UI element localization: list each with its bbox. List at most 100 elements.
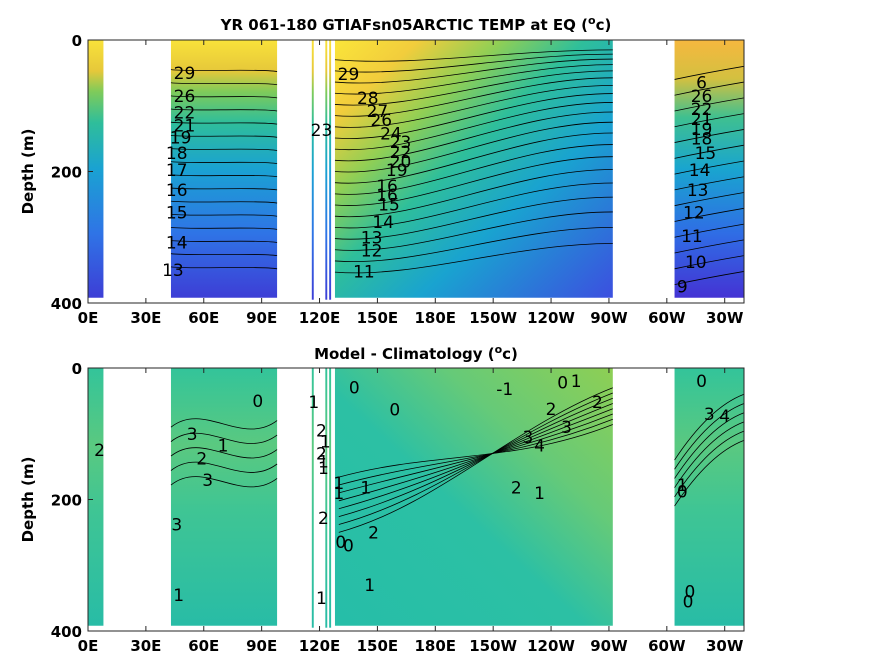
contour-label: 13 [687, 181, 709, 201]
chart-title: YR 061-180 GTIAFsn05ARCTIC TEMP at EQ (o… [220, 14, 612, 34]
x-tick-label: 30E [130, 637, 161, 655]
x-tick-label: 90E [246, 637, 277, 655]
x-tick-label: 30E [130, 309, 161, 327]
x-tick-label: 120W [527, 637, 575, 655]
contour-label: 24 [380, 124, 402, 144]
contour-label: 26 [370, 111, 392, 131]
contour-label: 15 [695, 144, 717, 164]
contour-label: 6 [696, 74, 707, 94]
contour-label: 14 [689, 161, 711, 181]
title-unit: c) [596, 16, 612, 34]
contour-label: 1 [318, 452, 329, 472]
contour-label: 2 [318, 509, 329, 529]
contour-label: 1 [308, 393, 319, 413]
contour-label: 1 [333, 484, 344, 504]
contour-label: 2 [592, 393, 603, 413]
contour-label: 19 [170, 128, 192, 148]
contour-label: 0 [557, 373, 568, 393]
contour-label: 0 [677, 483, 688, 503]
contour-label: 28 [357, 89, 379, 109]
x-tick-label: 60W [648, 637, 686, 655]
x-tick-label: 150E [357, 637, 399, 655]
contour-label: 0 [389, 400, 400, 420]
x-tick-label: 180E [415, 309, 457, 327]
contour-label: 29 [174, 64, 196, 84]
contour-label: 26 [691, 87, 713, 107]
contour-label: 18 [166, 144, 188, 164]
x-tick-label: 180E [415, 637, 457, 655]
title-main: Model - Climatology ( [314, 345, 495, 363]
contour-label: 0 [349, 379, 360, 399]
x-tick-label: 60E [188, 637, 219, 655]
contour-label: 2 [316, 444, 327, 464]
contour-label: 3 [522, 428, 533, 448]
contour-label: 1 [571, 372, 582, 392]
data-region [311, 40, 314, 300]
x-tick-label: 90W [590, 309, 628, 327]
contour-label: 2 [94, 441, 105, 461]
contour-label: 14 [166, 234, 188, 254]
contour-label: 4 [534, 437, 545, 457]
contour-label: 1 [218, 437, 229, 457]
temperature-panel: 0E 30E 60E 90E 120E 150E 180E 150W 120W 90W 60W 30W… [19, 14, 745, 327]
contour-label: 21 [174, 116, 196, 136]
contour-label: 1 [364, 576, 375, 596]
contour-label: 15 [378, 195, 400, 215]
x-tick-label: 30W [706, 637, 744, 655]
x-tick-label: 120W [527, 309, 575, 327]
contour-label: 2 [316, 421, 327, 441]
contour-label: 2 [546, 400, 557, 420]
contour-lines [170, 49, 745, 285]
contour-label: 0 [252, 392, 263, 412]
contour-label: 11 [353, 262, 375, 282]
contour-label: 19 [386, 161, 408, 181]
contour-label: 10 [685, 253, 707, 273]
contour-label: 22 [390, 143, 412, 163]
title-unit: c) [502, 345, 518, 363]
y-tick-label: 200 [51, 492, 82, 510]
contour-label: 23 [311, 121, 333, 141]
data-region [334, 368, 613, 626]
contour-label: 16 [376, 177, 398, 197]
contour-label: 16 [376, 186, 398, 206]
x-tick-label: 90E [246, 309, 277, 327]
title-main: YR 061-180 GTIAFsn05ARCTIC TEMP at EQ ( [220, 16, 588, 34]
contour-label: 1 [677, 476, 688, 496]
data-region [325, 368, 328, 628]
data-region [311, 368, 314, 628]
data-region [170, 368, 278, 626]
contour-label: 14 [372, 213, 394, 233]
contour-label: 1 [534, 484, 545, 504]
contour-label: 1 [318, 459, 329, 479]
contour-label: 2 [368, 523, 379, 543]
contour-label: 3 [202, 471, 213, 491]
chart-title: Model - Climatology (oc) [314, 343, 518, 363]
contour-lines [170, 387, 745, 533]
contour-label: 1 [360, 479, 371, 499]
contour-label: 13 [162, 261, 184, 281]
contour-label: 0 [343, 537, 354, 557]
data-region [325, 40, 328, 300]
data-region [674, 40, 744, 298]
x-tick-label: 150W [469, 637, 517, 655]
contour-label: 23 [390, 133, 412, 153]
y-tick-label: 400 [51, 623, 82, 641]
x-tick-label: 90W [590, 637, 628, 655]
x-tick-label: 120E [299, 637, 341, 655]
y-tick-label: 200 [51, 164, 82, 182]
contour-label: 17 [166, 161, 188, 181]
contour-label: 11 [681, 227, 703, 247]
data-region [88, 40, 104, 298]
contour-label: 21 [691, 110, 713, 130]
contour-label: 3 [704, 405, 715, 425]
x-tick-label: 0E [78, 637, 99, 655]
contour-label: 20 [390, 153, 412, 173]
contour-label: 3 [187, 425, 198, 445]
contour-label: 18 [691, 130, 713, 150]
contour-label: 15 [166, 203, 188, 223]
contour-label: 3 [171, 515, 182, 535]
data-region [334, 40, 613, 298]
contour-label: 0 [696, 372, 707, 392]
contour-label: 3 [561, 418, 572, 438]
y-tick-label: 400 [51, 295, 82, 313]
